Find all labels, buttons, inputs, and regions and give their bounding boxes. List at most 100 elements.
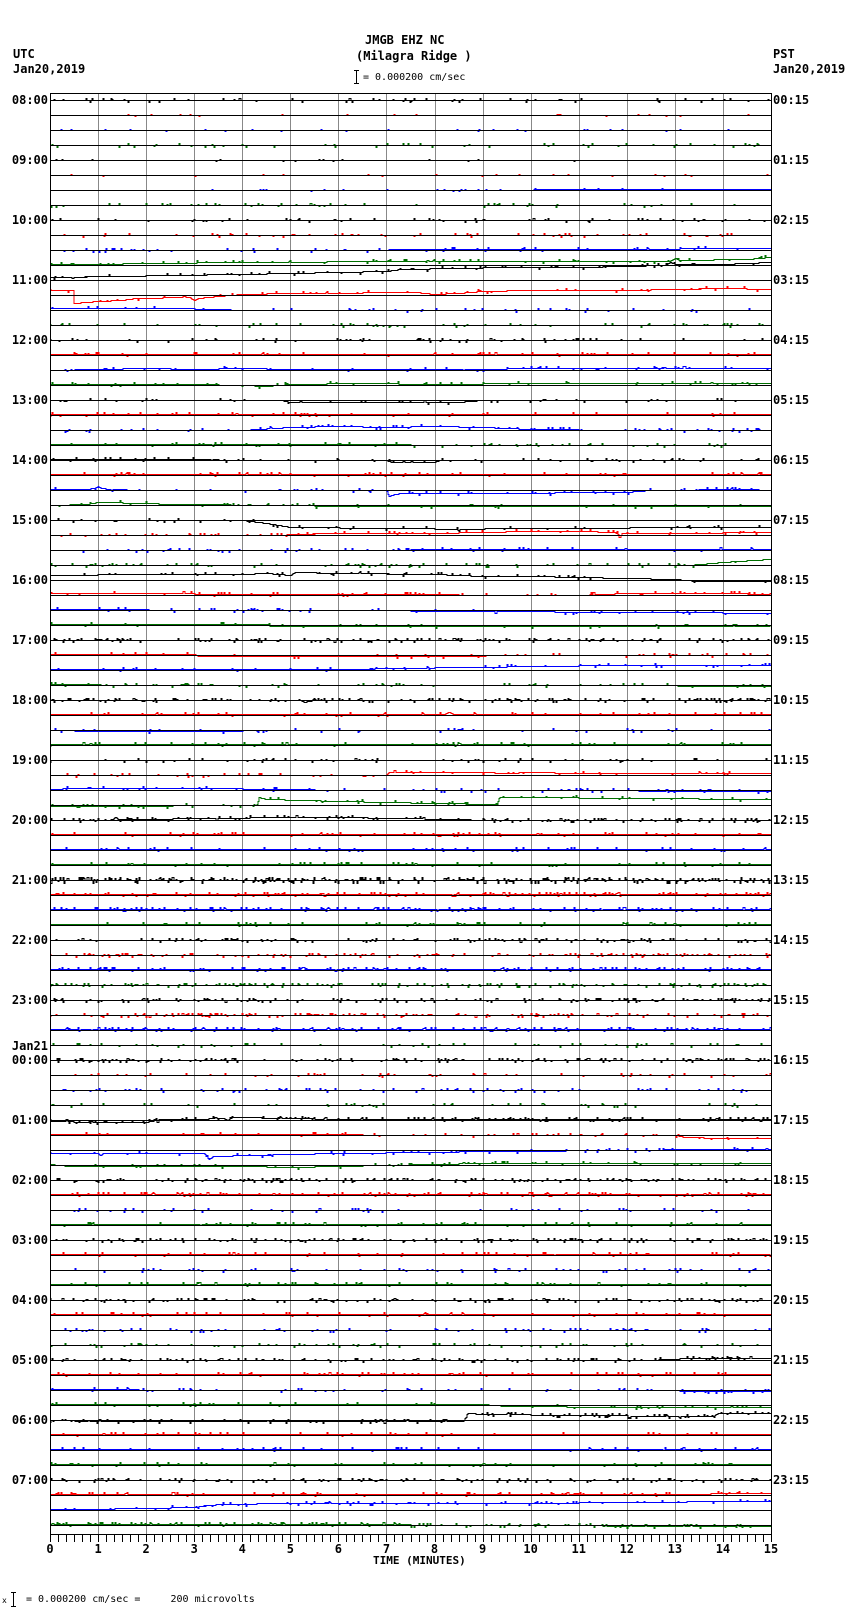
trace-line-green <box>50 795 771 809</box>
trace-line-blue <box>50 847 771 852</box>
trace-line-black <box>50 1116 771 1125</box>
pst-hour-label: 01:15 <box>773 153 810 167</box>
trace-line-green <box>50 1522 771 1529</box>
trace-line-black <box>50 815 771 823</box>
pst-hour-label: 23:15 <box>773 1473 810 1487</box>
pst-hour-label: 11:15 <box>773 753 810 767</box>
x-tick-label: 12 <box>619 1542 635 1556</box>
pst-hour-label: 19:15 <box>773 1233 810 1247</box>
utc-hour-label: 08:00 <box>11 93 48 107</box>
trace-line-green <box>50 500 771 509</box>
pst-hour-label: 09:15 <box>773 633 810 647</box>
trace-line-blue <box>50 306 771 313</box>
trace-line-blue <box>50 1447 771 1452</box>
pst-hour-label: 20:15 <box>773 1293 810 1307</box>
utc-hour-label: 23:00 <box>11 993 48 1007</box>
pst-hour-label: 08:15 <box>773 573 810 587</box>
pst-hour-label: 21:15 <box>773 1353 810 1367</box>
trace-line-black <box>50 571 771 583</box>
x-tick-label: 5 <box>286 1542 294 1556</box>
x-tick-label: 7 <box>382 1542 391 1556</box>
utc-hour-label: 10:00 <box>11 213 48 227</box>
utc-hour-label: 20:00 <box>11 813 48 827</box>
pst-hour-label: 18:15 <box>773 1173 810 1187</box>
trace-line-red <box>50 1312 771 1317</box>
utc-hour-label: 09:00 <box>11 153 48 167</box>
trace-line-black <box>50 1411 771 1424</box>
utc-hour-label: 07:00 <box>11 1473 48 1487</box>
trace-line-black <box>50 1356 771 1363</box>
trace-line-blue <box>50 366 771 372</box>
date-change-label: Jan21 <box>11 1039 48 1053</box>
utc-hour-label: 17:00 <box>11 633 48 647</box>
trace-line-green <box>50 862 771 867</box>
trace-line-black <box>50 398 771 405</box>
trace-line-blue <box>50 1027 771 1032</box>
trace-line-red <box>50 286 771 304</box>
trace-line-green <box>50 1161 771 1170</box>
trace-line-blue <box>50 1147 771 1160</box>
utc-hour-label: 12:00 <box>11 333 48 347</box>
pst-hour-label: 10:15 <box>773 693 810 707</box>
utc-hour-label: 00:00 <box>11 1053 48 1067</box>
trace-line-blue <box>50 246 771 253</box>
trace-line-blue <box>50 547 771 553</box>
station-location: (Milagra Ridge ) <box>356 49 472 63</box>
x-tick-label: 3 <box>190 1542 198 1556</box>
footer-scale-text: = 0.000200 cm/sec = 200 microvolts <box>26 1594 255 1605</box>
trace-line-green <box>50 922 771 927</box>
trace-line-red <box>50 472 771 477</box>
pst-hour-label: 15:15 <box>773 993 810 1007</box>
trace-line-blue <box>50 967 771 972</box>
pst-date-label: Jan20,2019 <box>773 62 846 76</box>
utc-hour-label: 21:00 <box>11 873 48 887</box>
trace-line-blue <box>50 486 771 497</box>
x-tick-label: 8 <box>430 1542 439 1556</box>
trace-line-red <box>50 1432 771 1437</box>
utc-hour-label: 18:00 <box>11 693 48 707</box>
trace-line-blue <box>50 1499 771 1511</box>
trace-line-red <box>50 832 771 837</box>
trace-line-red <box>50 1252 771 1257</box>
trace-line-blue <box>50 907 771 912</box>
x-tick-label: 11 <box>571 1542 586 1556</box>
pst-hour-label: 13:15 <box>773 873 810 887</box>
trace-line-green <box>50 381 771 389</box>
x-tick-label: 15 <box>763 1542 779 1556</box>
utc-hour-label: 19:00 <box>11 753 48 767</box>
utc-hour-label: 02:00 <box>11 1173 48 1187</box>
trace-line-green <box>50 622 771 629</box>
x-tick-label: 6 <box>334 1542 343 1556</box>
trace-line-red <box>50 1372 771 1377</box>
trace-line-blue <box>50 663 771 672</box>
pst-hour-label: 02:15 <box>773 213 810 227</box>
pst-hour-label: 07:15 <box>773 513 810 527</box>
utc-hour-label: 16:00 <box>11 573 48 587</box>
station-title: JMGB EHZ NC <box>365 33 445 47</box>
x-tick-label: 2 <box>142 1542 150 1556</box>
trace-line-green <box>50 559 771 568</box>
pst-hour-label: 17:15 <box>773 1113 810 1127</box>
trace-line-red <box>50 770 771 778</box>
trace-line-red <box>50 1192 771 1197</box>
x-tick-label: 4 <box>238 1542 246 1556</box>
pst-hour-label: 22:15 <box>773 1413 810 1427</box>
trace-line-red <box>50 1491 771 1497</box>
x-tick-label: 14 <box>715 1542 731 1556</box>
trace-line-blue <box>50 424 771 433</box>
x-tick-label: 9 <box>478 1542 487 1556</box>
trace-line-green <box>50 742 771 747</box>
trace-line-green <box>50 1402 771 1410</box>
x-tick-label: 10 <box>523 1542 538 1556</box>
utc-hour-label: 13:00 <box>11 393 48 407</box>
utc-hour-label: 15:00 <box>11 513 48 527</box>
trace-line-green <box>50 1222 771 1227</box>
utc-hour-label: 03:00 <box>11 1233 48 1247</box>
utc-hour-label: 06:00 <box>11 1413 48 1427</box>
x-tick-label: 13 <box>667 1542 683 1556</box>
trace-line-red <box>50 892 771 897</box>
trace-line-red <box>50 529 771 538</box>
footer-marker-icon: x <box>2 1596 7 1605</box>
